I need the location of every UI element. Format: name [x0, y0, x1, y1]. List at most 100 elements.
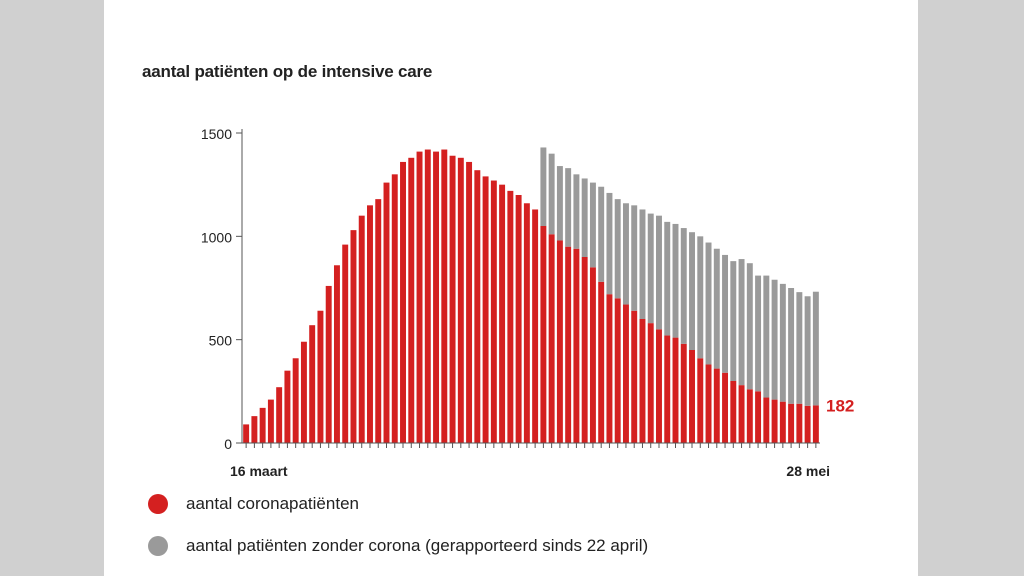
bar-non-corona [598, 186, 605, 282]
bar-corona [292, 358, 299, 443]
bar-corona [333, 265, 340, 443]
bar-corona [358, 215, 365, 443]
bar-corona [523, 203, 530, 443]
bar-non-corona [804, 296, 811, 406]
bar-corona [713, 368, 720, 443]
bar-non-corona [713, 248, 720, 369]
bar-non-corona [697, 236, 704, 359]
bar-corona [812, 405, 819, 443]
bar-corona [738, 385, 745, 443]
bar-corona [391, 174, 398, 444]
legend-label-non-corona: aantal patiënten zonder corona (gerappor… [186, 536, 649, 555]
bar-non-corona [622, 203, 629, 305]
bar-corona [689, 350, 695, 443]
bar-corona [796, 403, 803, 443]
bar-corona [804, 405, 811, 443]
bar-corona [309, 325, 316, 443]
bar-corona [424, 149, 431, 444]
bar-non-corona [755, 275, 762, 392]
bar-corona [556, 240, 563, 443]
legend-dot-gray-icon [148, 536, 168, 556]
bar-corona [243, 424, 250, 443]
bar-non-corona [664, 221, 671, 336]
bar-corona [581, 257, 588, 443]
legend-item-non-corona: aantal patiënten zonder corona (gerappor… [148, 535, 648, 557]
bar-non-corona [689, 232, 695, 350]
bar-non-corona [631, 205, 638, 311]
bar-corona [449, 155, 456, 443]
y-tick-label: 500 [209, 333, 233, 349]
bar-corona [284, 370, 291, 443]
bar-corona [532, 209, 539, 443]
bar-non-corona [788, 288, 795, 404]
bar-corona [672, 337, 679, 443]
bar-corona [457, 157, 464, 444]
bar-corona [771, 399, 778, 443]
bar-corona [746, 389, 753, 443]
y-tick-label: 1500 [201, 126, 232, 142]
bar-corona [259, 407, 266, 443]
bar-corona [490, 180, 497, 444]
bar-corona [722, 372, 729, 443]
bar-corona [730, 381, 737, 443]
bar-corona [416, 151, 423, 443]
bar-corona [622, 304, 629, 443]
bar-corona [515, 195, 522, 443]
bar-corona [631, 310, 638, 443]
bar-non-corona [680, 228, 687, 344]
bar-corona [573, 248, 580, 443]
bar-corona [317, 310, 324, 443]
chart-title: aantal patiënten op de intensive care [142, 62, 433, 81]
bar-non-corona [656, 215, 662, 330]
bar-non-corona [573, 174, 580, 249]
bar-corona [614, 298, 621, 443]
bar-non-corona [606, 192, 613, 295]
bar-corona [300, 341, 307, 443]
bar-non-corona [639, 209, 646, 319]
bar-non-corona [565, 168, 572, 247]
bar-non-corona [614, 199, 621, 299]
bar-non-corona [540, 147, 547, 226]
x-start-label: 16 maart [230, 463, 288, 479]
bar-corona [267, 399, 274, 443]
bar-corona [664, 335, 671, 443]
bar-corona [755, 391, 762, 443]
bar-corona [325, 285, 332, 443]
bar-corona [639, 319, 646, 443]
bar-corona [499, 184, 506, 443]
legend-label-corona: aantal coronapatiënten [186, 494, 359, 513]
bar-non-corona [812, 291, 819, 406]
bar-corona [466, 161, 473, 443]
bar-corona [408, 157, 415, 444]
bar-corona [598, 281, 605, 443]
bar-non-corona [771, 279, 778, 400]
bar-corona [383, 182, 390, 443]
bar-corona [441, 149, 448, 444]
bar-corona [656, 329, 662, 443]
bar-non-corona [730, 261, 737, 381]
legend-item-corona: aantal coronapatiënten [148, 493, 359, 515]
bar-corona [474, 170, 481, 443]
bar-corona [540, 226, 547, 443]
bar-corona [433, 151, 440, 443]
bar-non-corona [722, 254, 729, 373]
bar-non-corona [705, 242, 712, 365]
bar-corona [482, 176, 489, 443]
end-value-label: 182 [826, 396, 854, 415]
bar-corona [779, 401, 786, 443]
bar-corona [251, 416, 258, 443]
y-tick-label: 0 [224, 436, 232, 452]
legend-dot-red-icon [148, 494, 168, 514]
bar-corona [565, 246, 572, 443]
bar-corona [705, 364, 712, 443]
bar-non-corona [672, 223, 679, 338]
bar-non-corona [763, 275, 770, 398]
bar-corona [375, 199, 382, 443]
bar-non-corona [796, 292, 803, 404]
bar-corona [680, 343, 687, 443]
x-end-label: 28 mei [786, 463, 830, 479]
bar-corona [589, 267, 596, 443]
bar-corona [342, 244, 349, 443]
bar-non-corona [548, 153, 555, 235]
